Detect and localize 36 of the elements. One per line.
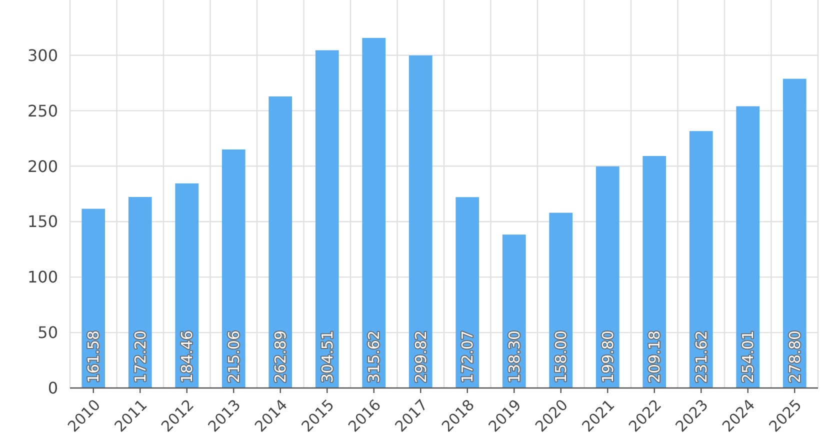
data-label: 161.58 (84, 330, 103, 383)
y-tick-label: 50 (38, 323, 58, 342)
bar (596, 166, 620, 388)
data-label: 184.46 (178, 330, 196, 383)
data-label: 199.80 (598, 330, 617, 383)
y-tick-label: 0 (48, 378, 58, 398)
bar (736, 106, 760, 388)
data-label: 304.51 (318, 330, 336, 383)
bar (222, 149, 246, 388)
bar (408, 55, 432, 388)
data-label: 231.62 (692, 330, 710, 383)
y-tick-label: 200 (27, 156, 58, 176)
y-tick-label: 250 (27, 101, 58, 120)
bar (362, 38, 386, 388)
bar (175, 183, 199, 388)
bar (268, 96, 292, 388)
data-label: 254.01 (739, 330, 758, 383)
bar (315, 50, 339, 388)
bar (782, 78, 806, 388)
data-label: 315.62 (365, 330, 384, 383)
y-tick-label: 300 (27, 46, 58, 65)
bar (456, 197, 480, 388)
data-label: 172.20 (131, 330, 150, 383)
data-label: 138.30 (505, 330, 524, 383)
data-label: 209.18 (646, 330, 664, 383)
data-label: 262.89 (272, 330, 290, 383)
data-label: 299.82 (412, 330, 430, 383)
bar (128, 196, 152, 388)
data-label: 278.80 (786, 330, 804, 383)
bar (689, 131, 713, 388)
y-tick-label: 100 (27, 268, 58, 287)
bar (642, 156, 666, 388)
data-label: 172.07 (458, 330, 477, 383)
y-tick-label: 150 (27, 212, 58, 232)
data-label: 158.00 (552, 330, 570, 383)
data-label: 215.06 (224, 330, 243, 383)
